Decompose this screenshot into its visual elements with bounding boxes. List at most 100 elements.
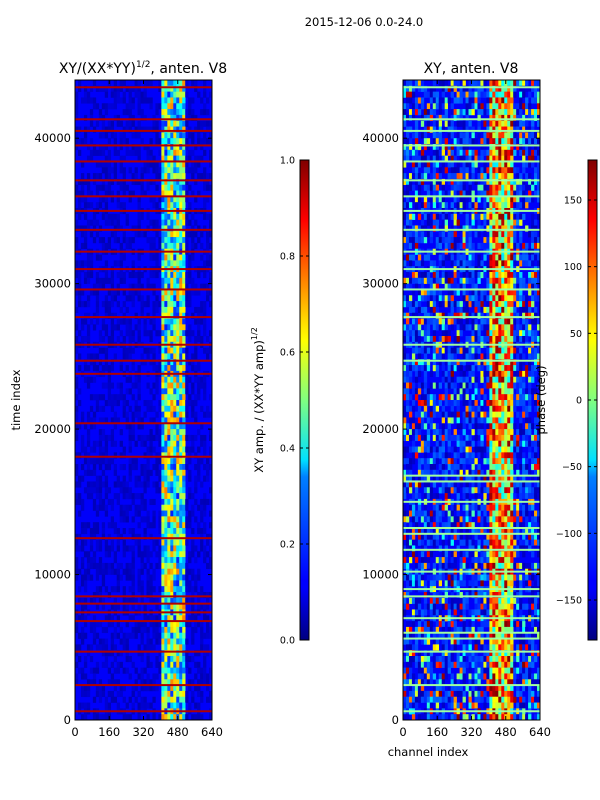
heatmap-cell (441, 330, 445, 337)
heatmap-cell (206, 184, 210, 191)
heatmap-cell (128, 586, 132, 593)
heatmap-cell (92, 557, 97, 564)
heatmap-cell (438, 202, 443, 209)
heatmap-cell (453, 272, 457, 279)
heatmap-cell (101, 574, 106, 581)
heatmap-cell (182, 306, 186, 314)
heatmap-cell (125, 295, 129, 302)
heatmap-cell (492, 231, 496, 238)
heatmap-cell (459, 312, 463, 319)
heatmap-cell (113, 568, 117, 575)
heatmap-cell (176, 667, 180, 674)
heatmap-cell (75, 306, 79, 314)
heatmap-cell (95, 277, 100, 284)
heatmap-cell (203, 644, 207, 651)
heatmap-cell (125, 545, 129, 552)
heatmap-cell (179, 667, 183, 674)
heatmap-cell (113, 696, 117, 703)
heatmap-cell (170, 213, 174, 220)
heatmap-cell (77, 656, 82, 663)
heatmap-cell (444, 202, 448, 209)
heatmap-cell (131, 434, 135, 442)
heatmap-cell (197, 173, 201, 180)
heatmap-cell (462, 376, 466, 383)
heatmap-cell (134, 621, 138, 628)
heatmap-cell (179, 289, 183, 296)
heatmap-cell (113, 522, 117, 529)
heatmap-cell (125, 330, 129, 337)
heatmap-cell (423, 213, 428, 220)
heatmap-cell (137, 504, 141, 511)
heatmap-cell (110, 103, 115, 110)
heatmap-cell (170, 155, 174, 162)
heatmap-cell (152, 289, 156, 296)
heatmap-cell (188, 487, 192, 494)
heatmap-cell (477, 114, 481, 122)
heatmap-cell (495, 196, 499, 203)
heatmap-cell (158, 586, 162, 593)
heatmap-cell (110, 690, 115, 698)
heatmap-cell (128, 114, 132, 122)
heatmap-cell (456, 376, 460, 383)
heatmap-cell (405, 370, 410, 378)
heatmap-cell (513, 370, 517, 378)
heatmap-cell (167, 528, 171, 535)
heatmap-cell (194, 318, 198, 325)
heatmap-cell (417, 97, 422, 104)
heatmap-cell (510, 272, 514, 279)
heatmap-cell (140, 626, 144, 634)
heatmap-cell (411, 272, 416, 279)
heatmap-cell (182, 120, 186, 127)
heatmap-cell (468, 260, 472, 267)
heatmap-cell (185, 144, 189, 151)
heatmap-cell (459, 283, 463, 290)
heatmap-cell (92, 522, 97, 529)
heatmap-cell (471, 370, 475, 378)
heatmap-cell (119, 574, 123, 581)
heatmap-cell (513, 359, 517, 366)
heatmap-cell (417, 225, 422, 232)
heatmap-cell (77, 85, 82, 92)
heatmap-cell (534, 173, 538, 180)
heatmap-cell (155, 295, 159, 302)
heatmap-cell (167, 85, 171, 92)
heatmap-cell (170, 394, 174, 401)
heatmap-cell (101, 277, 106, 284)
heatmap-cell (468, 161, 472, 168)
heatmap-cell (450, 324, 454, 331)
heatmap-cell (197, 306, 201, 314)
heatmap-cell (465, 225, 469, 232)
heatmap-cell (516, 196, 520, 203)
heatmap-cell (176, 568, 180, 575)
heatmap-cell (498, 365, 502, 372)
heatmap-cell (95, 440, 100, 447)
heatmap-cell (423, 91, 428, 98)
heatmap-cell (113, 295, 117, 302)
heatmap-cell (206, 551, 210, 558)
heatmap-cell (426, 126, 431, 133)
heatmap-cell (146, 283, 150, 290)
heatmap-cell (435, 277, 440, 284)
heatmap-cell (531, 376, 535, 383)
heatmap-cell (182, 481, 186, 488)
heatmap-cell (131, 685, 135, 692)
heatmap-cell (104, 155, 109, 162)
colorbar-tick-label: 0.0 (280, 636, 295, 647)
heatmap-cell (468, 347, 472, 354)
heatmap-cell (170, 85, 174, 92)
heatmap-cell (507, 138, 511, 145)
heatmap-cell (453, 178, 457, 186)
heatmap-cell (75, 469, 79, 476)
heatmap-cell (492, 260, 496, 267)
heatmap-cell (200, 301, 204, 308)
heatmap-cell (471, 167, 475, 174)
heatmap-cell (447, 376, 451, 383)
heatmap-cell (188, 568, 192, 575)
heatmap-cell (209, 277, 212, 284)
heatmap-cell (465, 132, 469, 139)
heatmap-cell (167, 167, 171, 174)
heatmap-cell (507, 376, 511, 383)
heatmap-cell (173, 562, 177, 570)
heatmap-cell (95, 644, 100, 651)
